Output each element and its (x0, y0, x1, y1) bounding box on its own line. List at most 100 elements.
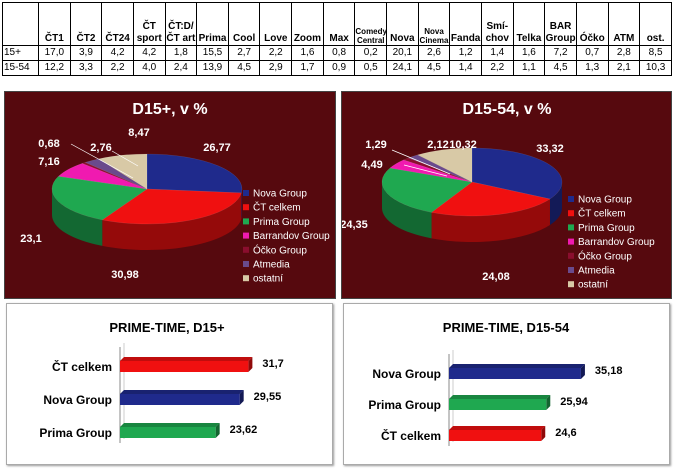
pie-data-label: 24,08 (482, 271, 510, 283)
table-cell: 1,6 (512, 45, 546, 61)
bar-side (248, 357, 253, 372)
column-header: ČT24 (101, 2, 134, 46)
bar-value-label: 25,94 (560, 396, 588, 408)
pie-data-label: 2,76 (90, 142, 111, 154)
table-row: 15+ 17,0 3,9 4,2 4,2 1,8 15,5 2,7 2,2 1,6 0,8 0,2 20… (2, 45, 672, 61)
pie-data-label: 0,68 (38, 138, 59, 150)
legend-label: Óčko Group (253, 243, 307, 256)
bar-side (215, 423, 220, 438)
bar-value-label: 35,18 (595, 365, 623, 377)
column-header: Cool (227, 2, 261, 46)
category-label: Prima Group (39, 426, 112, 440)
table-cell: 2,4 (164, 60, 198, 76)
chart-title: D15-54, v % (463, 101, 552, 118)
bar (120, 394, 240, 405)
legend-swatch (243, 204, 249, 211)
bar-value-label: 31,7 (262, 358, 283, 370)
pie-data-label: 26,77 (203, 142, 231, 154)
pie-slice (146, 153, 243, 194)
bar-side (541, 426, 546, 441)
table-cell: 1,6 (291, 45, 324, 61)
table-cell: 1,1 (512, 60, 546, 76)
bar-side (580, 364, 585, 379)
bar-top (120, 390, 244, 394)
column-header: Fanda (449, 2, 482, 46)
pie-slice (471, 147, 563, 200)
column-header: Zoom (291, 2, 324, 46)
legend-swatch (568, 267, 574, 273)
pie-data-label: 33,32 (536, 143, 564, 155)
pie-data-label: 7,16 (38, 156, 59, 168)
pie-slice (57, 163, 148, 190)
bar (449, 430, 542, 441)
row-label: 15+ (2, 45, 39, 61)
pie-data-label: 30,98 (111, 269, 139, 281)
pie-slice (101, 188, 242, 225)
table-cell: 1,7 (291, 60, 324, 76)
bar-panel-primetime-d1554: PRIME-TIME, D15-54 Nova Group 35,18 Prima G… (343, 303, 670, 465)
pie-slice-side (382, 182, 432, 239)
legend-swatch (243, 232, 249, 239)
table-cell: 7,2 (544, 45, 577, 61)
column-header: Prima (196, 2, 229, 46)
column-header: Óčko (575, 2, 609, 46)
pie-slice-side (241, 189, 242, 219)
table-cell: 0,5 (354, 60, 388, 76)
pie-side-walls (52, 189, 242, 250)
bar-panel-primetime-d15: PRIME-TIME, D15+ ČT celkem 31,7 Nova Group 2… (6, 303, 333, 465)
pie-data-label: 23,1 (20, 233, 41, 245)
table-cell: 1,3 (575, 60, 609, 76)
pie-data-label: 1,29 (365, 139, 386, 151)
table-cell: 1,4 (449, 60, 482, 76)
pie-panel-d15: D15+, v % 26,77 30,98 23,1 7,16 0,68 2,76 8,47 N… (4, 91, 336, 299)
column-header: Max (322, 2, 356, 46)
column-header: BAR Group (544, 2, 577, 46)
table-cell: 2,2 (480, 60, 514, 76)
category-label: Nova Group (372, 367, 441, 381)
legend-label: Nova Group (253, 189, 307, 200)
table-cell: 0,9 (322, 60, 356, 76)
bar (449, 399, 547, 410)
column-header: Nova Cinema (417, 2, 451, 46)
table-cell: 4,5 (544, 60, 577, 76)
pie-data-label: 24,35 (342, 219, 368, 231)
bar-value-label: 29,55 (254, 391, 282, 403)
corner-cell (2, 2, 39, 46)
legend-swatch (568, 252, 574, 259)
pie-slice (416, 147, 473, 183)
table-cell: 4,2 (101, 45, 134, 61)
table-cell: 12,2 (38, 60, 71, 76)
legend-label: Barrandov Group (578, 237, 655, 248)
table-cell: 4,0 (132, 60, 166, 76)
bar (120, 427, 216, 438)
legend-label: Nova Group (578, 195, 632, 206)
legend-swatch (568, 196, 574, 202)
category-label: ČT celkem (52, 359, 112, 374)
table-cell: 24,1 (386, 60, 419, 76)
bar (120, 361, 249, 372)
legend-label: Prima Group (578, 223, 635, 234)
table-cell: 20,1 (386, 45, 419, 61)
legend-swatch (568, 224, 574, 231)
pie-leader-line (70, 143, 134, 179)
column-header: ČT sport (132, 2, 166, 46)
legend-label: Atmedia (253, 260, 290, 271)
pie-slice-side (549, 182, 562, 225)
legend-swatch (243, 275, 249, 282)
pie-data-label: 2,12 (427, 139, 448, 151)
bar-side (546, 395, 551, 410)
chart-title: PRIME-TIME, D15+ (109, 320, 225, 335)
chart-title: PRIME-TIME, D15-54 (443, 320, 570, 335)
pie-slice-side (431, 198, 550, 242)
table-cell: 2,9 (259, 60, 293, 76)
pie-chart-d1554: D15-54, v % 33,32 24,08 24,35 4,49 1,29 2,12 10… (340, 101, 655, 291)
table-cell: 0,8 (322, 45, 356, 61)
table-cell: 0,7 (575, 45, 609, 61)
pie-leader-line (111, 150, 139, 167)
pie-slice (51, 176, 148, 221)
bar-chart-primetime-d15: PRIME-TIME, D15+ ČT celkem 31,7 Nova Group 2… (39, 320, 284, 443)
pie-data-label: 4,49 (361, 159, 382, 171)
category-label: Prima Group (368, 398, 441, 412)
